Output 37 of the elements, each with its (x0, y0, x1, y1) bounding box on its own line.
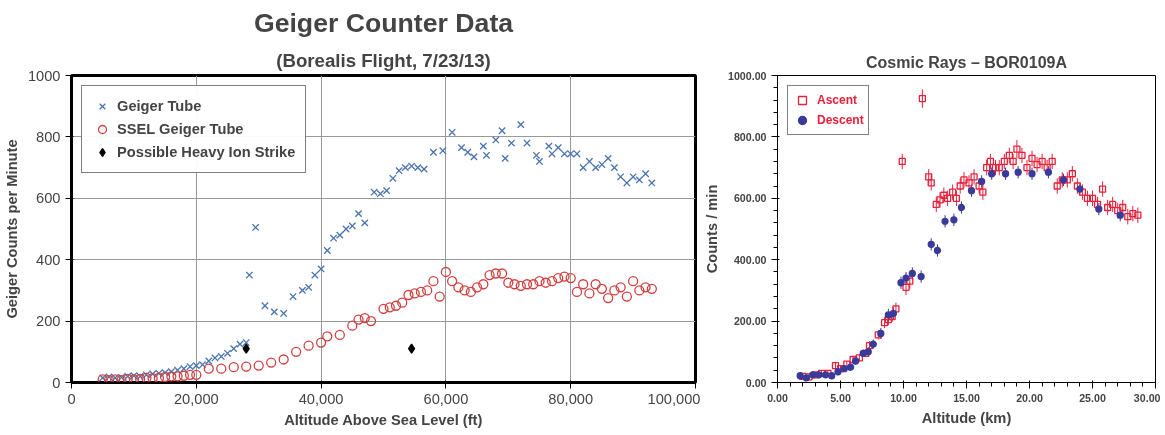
y-tick-label: 200 (36, 313, 61, 330)
legend-label: Descent (817, 113, 864, 127)
y-tick-label: 800 (36, 128, 61, 145)
x-tick-label: 5.00 (830, 391, 851, 404)
legend-label: Geiger Tube (117, 98, 202, 114)
legend-label: Ascent (817, 93, 858, 107)
x-tick-label: 80,000 (548, 390, 594, 407)
y-tick-label: 1000 (27, 67, 61, 84)
y-tick-label: 1000.00 (727, 69, 767, 82)
y-tick-label: 800.00 (733, 130, 767, 143)
x-tick-label: 20,000 (173, 390, 219, 407)
x-tick-label: 20.00 (1016, 391, 1043, 404)
x-tick-label: 60,000 (423, 390, 469, 407)
x-tick-label: 25.00 (1079, 391, 1106, 404)
x-axis-title: Altitude Above Sea Level (ft) (284, 411, 483, 428)
chart-title: Cosmic Rays – BOR0109A (866, 53, 1068, 71)
y-tick-label: 0 (52, 374, 61, 391)
x-tick-label: 0 (67, 390, 76, 407)
x-tick-label: 40,000 (298, 390, 344, 407)
y-tick-label: 0.00 (745, 376, 767, 389)
legend-label: SSEL Geiger Tube (117, 121, 244, 137)
y-tick-label: 600 (36, 190, 61, 207)
chart-subtitle: (Borealis Flight, 7/23/13) (276, 49, 491, 71)
y-axis-title: Geiger Counts per Minute (3, 139, 20, 319)
legend-label: Possible Heavy Ion Strike (117, 144, 296, 160)
x-tick-label: 100,000 (647, 390, 701, 407)
y-tick-label: 600.00 (733, 192, 767, 205)
y-tick-label: 200.00 (733, 315, 767, 328)
chart-title: Geiger Counter Data (253, 7, 514, 38)
x-axis-title: Altitude (km) (921, 409, 1012, 426)
x-tick-label: 10.00 (890, 391, 917, 404)
y-tick-label: 400 (36, 251, 61, 268)
x-tick-label: 0.00 (767, 391, 788, 404)
x-tick-label: 30.00 (1133, 391, 1161, 404)
y-tick-label: 400.00 (733, 253, 767, 266)
y-axis-title: Counts / min (703, 184, 720, 274)
x-tick-label: 15.00 (953, 391, 980, 404)
